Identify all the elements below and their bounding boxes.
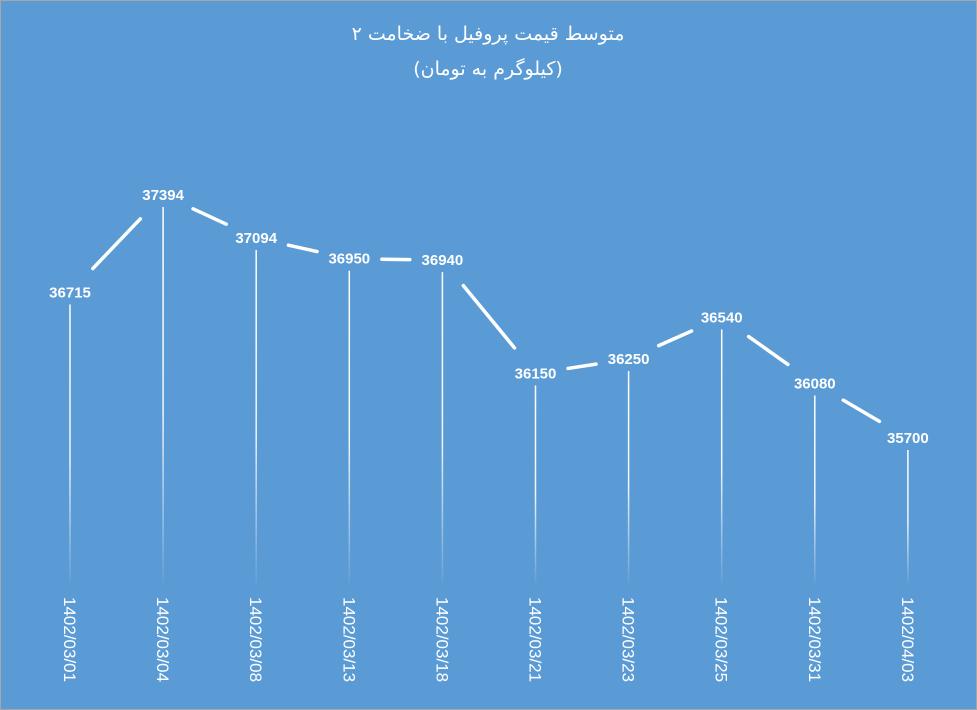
data-labels: 36715 37394 37094 36950 36940 36150 36250 36540… (49, 187, 929, 447)
drop-line (162, 207, 164, 583)
series-line-segment (191, 207, 228, 226)
x-tick-label: 1402/03/31 (805, 597, 824, 682)
data-label: 36950 (328, 251, 370, 268)
x-tick-label: 1402/03/23 (619, 597, 638, 682)
series-line-segment (746, 334, 790, 367)
drop-line (348, 270, 351, 583)
x-tick-label: 1402/03/18 (432, 597, 451, 682)
data-label: 37394 (142, 187, 184, 204)
drop-line (441, 272, 444, 583)
series-line-segment (841, 398, 882, 424)
x-tick-label: 1402/03/21 (526, 597, 545, 682)
x-tick-label: 1402/04/03 (898, 597, 917, 682)
drop-line (814, 395, 816, 583)
drop-lines (69, 207, 909, 583)
series-line-segment (91, 217, 143, 271)
drop-line (69, 304, 71, 583)
data-label: 36080 (794, 375, 836, 392)
series-line (91, 207, 882, 424)
series-line-segment (461, 283, 517, 350)
drop-line (720, 329, 723, 583)
x-axis-tick-labels: 1402/03/01 1402/03/04 1402/03/08 1402/03/13… (60, 597, 917, 682)
data-label: 36250 (608, 351, 650, 368)
drop-line (627, 371, 630, 583)
data-label: 36715 (49, 284, 91, 301)
x-tick-label: 1402/03/01 (60, 597, 79, 682)
series-line-segment (286, 243, 319, 254)
x-tick-label: 1402/03/13 (339, 597, 358, 682)
x-tick-label: 1402/03/08 (246, 597, 265, 682)
drop-line (907, 450, 909, 583)
data-label: 37094 (235, 230, 277, 247)
series-line-segment (656, 329, 694, 348)
data-label: 35700 (887, 430, 929, 447)
x-tick-label: 1402/03/25 (712, 597, 731, 682)
data-label: 36540 (701, 310, 743, 327)
chart-title: متوسط قیمت پروفیل با ضخامت ۲ (352, 23, 625, 45)
chart-subtitle: (کیلوگرم به تومان) (413, 57, 563, 80)
series-line-segment (566, 362, 598, 371)
data-label: 36940 (422, 252, 464, 269)
drop-line (255, 250, 257, 583)
data-label: 36150 (515, 365, 557, 382)
drop-line (534, 385, 537, 583)
x-tick-label: 1402/03/04 (153, 597, 172, 682)
